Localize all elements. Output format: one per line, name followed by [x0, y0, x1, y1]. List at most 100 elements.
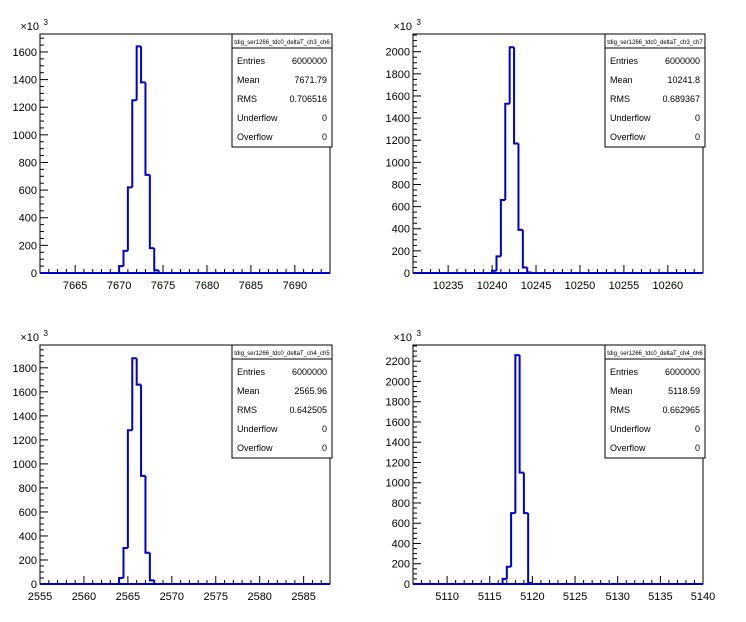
- histogram-bin: [153, 248, 159, 272]
- y-tick-label: 1000: [386, 478, 410, 490]
- histogram-bin: [135, 45, 142, 101]
- stat-label: Mean: [237, 75, 260, 85]
- x-tick-label: 7690: [283, 280, 307, 292]
- y-tick-label: 1200: [13, 102, 37, 114]
- histogram-bin: [122, 249, 128, 267]
- y-tick-label: 200: [392, 246, 410, 258]
- stat-value: 7671.79: [294, 75, 327, 85]
- x-tick-label: 10235: [433, 280, 464, 292]
- y-tick-label: 2000: [386, 376, 410, 388]
- y-tick-label: 1000: [13, 459, 37, 471]
- stats-box: tdig_ser1266_tdc0_deltaT_ch3_ch6 Entries 6…: [231, 33, 333, 148]
- stat-value: 2565.96: [294, 386, 327, 396]
- stat-value: 0: [322, 132, 327, 142]
- x-tick-label: 5135: [648, 591, 672, 603]
- histogram-panel-1: 7665 7670 7675 7680 7685 7690 0 200 400 600 800 100…: [13, 18, 333, 292]
- x-tick-label: 5110: [435, 591, 459, 603]
- y-multiplier-exponent: 3: [417, 18, 422, 27]
- stat-label: Overflow: [237, 132, 273, 142]
- x-tick-label: 5115: [478, 591, 502, 603]
- stat-label: Entries: [610, 56, 639, 66]
- stat-label: Underflow: [610, 113, 651, 123]
- y-tick-label: 600: [392, 202, 410, 214]
- histogram-bin: [510, 512, 516, 567]
- histogram-panel-2: 10235 10240 10245 10250 10255 10260 0 200 400 600…: [386, 18, 706, 292]
- y-tick-label: 1400: [13, 75, 37, 87]
- x-tick-label: 7665: [63, 280, 87, 292]
- stat-label: Entries: [237, 367, 266, 377]
- y-tick-label: 400: [19, 213, 37, 225]
- stat-label: Overflow: [610, 443, 646, 453]
- histogram-bin: [140, 384, 146, 477]
- stats-box-frame: [231, 33, 333, 148]
- y-tick-label: 2200: [386, 356, 410, 368]
- stat-value: 0.706516: [289, 94, 327, 104]
- stat-value: 0: [695, 132, 700, 142]
- y-tick-label: 600: [19, 507, 37, 519]
- stat-value: 6000000: [665, 56, 700, 66]
- x-tick-label: 2555: [28, 591, 52, 603]
- histogram-bin: [495, 255, 501, 271]
- histogram-bin: [140, 46, 146, 84]
- stat-value: 6000000: [292, 367, 327, 377]
- y-tick-label: 600: [19, 185, 37, 197]
- y-tick-label: 600: [392, 518, 410, 530]
- y-multiplier-exponent: 3: [44, 329, 49, 338]
- stat-value: 0: [322, 424, 327, 434]
- x-tick-label: 5125: [563, 591, 587, 603]
- x-tick-label: 2575: [204, 591, 228, 603]
- histogram-bin: [131, 357, 137, 431]
- histogram-bin: [144, 475, 150, 554]
- x-tick-label: 5130: [605, 591, 629, 603]
- stat-value: 10241.8: [667, 75, 700, 85]
- stat-value: 0: [322, 443, 327, 453]
- y-tick-label: 0: [404, 579, 410, 591]
- histogram-bin: [148, 174, 155, 250]
- histogram-bin: [126, 429, 133, 548]
- y-tick-label: 1400: [386, 437, 410, 449]
- y-tick-label: 200: [19, 240, 37, 252]
- x-tick-label: 2580: [247, 591, 271, 603]
- x-tick-label: 5120: [520, 591, 544, 603]
- histogram-bin: [126, 186, 133, 251]
- histogram-bin: [522, 472, 529, 515]
- x-tick-label: 10260: [653, 280, 684, 292]
- y-tick-label: 400: [392, 224, 410, 236]
- histogram-title: tdig_ser1266_tdc0_deltaT_ch4_ch6: [607, 351, 703, 357]
- stat-value: 6000000: [292, 56, 327, 66]
- stat-value: 0.689367: [662, 94, 700, 104]
- histogram-bin: [505, 565, 512, 579]
- histogram-bin: [521, 229, 528, 269]
- histogram-bin: [527, 513, 533, 584]
- stat-value: 0: [695, 443, 700, 453]
- y-tick-label: 1600: [13, 387, 37, 399]
- histogram-panel-3: 2555 2560 2565 2570 2575 2580 2585 0 200 400 600 80…: [13, 329, 333, 603]
- histogram-title: tdig_ser1266_tdc0_deltaT_ch3_ch6: [234, 40, 330, 46]
- histogram-bin: [131, 99, 137, 188]
- y-multiplier-label: ×10: [393, 21, 412, 33]
- stat-value: 0: [695, 113, 700, 123]
- histogram-bin: [504, 102, 510, 200]
- y-tick-label: 800: [392, 498, 410, 510]
- stats-box: tdig_ser1266_tdc0_deltaT_ch3_ch7 Entries 6…: [604, 33, 706, 148]
- stats-box: tdig_ser1266_tdc0_deltaT_ch4_ch6 Entries 6…: [604, 344, 706, 459]
- stat-label: RMS: [237, 405, 257, 415]
- stat-label: Overflow: [237, 443, 273, 453]
- histogram-bin: [148, 552, 155, 582]
- x-tick-label: 2565: [116, 591, 140, 603]
- stats-box-frame: [231, 344, 333, 459]
- histogram-bin: [118, 265, 124, 273]
- stat-label: Underflow: [610, 424, 651, 434]
- stat-label: RMS: [237, 94, 257, 104]
- stat-label: Underflow: [237, 113, 278, 123]
- stat-label: Entries: [237, 56, 266, 66]
- histogram-bin: [144, 82, 150, 176]
- y-multiplier-exponent: 3: [417, 329, 422, 338]
- histogram-bin: [514, 354, 520, 514]
- histogram-bin: [135, 358, 142, 386]
- histogram-panel-4: 5110 5115 5120 5125 5130 5135 5140 0 200 400 600 80…: [386, 329, 716, 603]
- stat-label: Mean: [237, 386, 260, 396]
- stats-box-frame: [604, 344, 706, 459]
- stat-label: RMS: [610, 405, 630, 415]
